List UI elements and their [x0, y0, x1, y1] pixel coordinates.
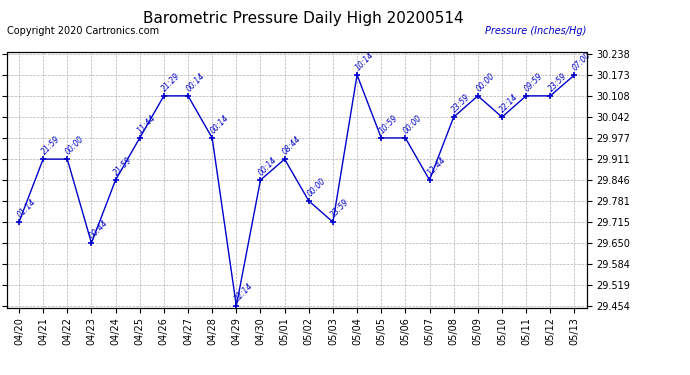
Text: 00:14: 00:14: [208, 113, 230, 135]
Text: 00:00: 00:00: [402, 113, 424, 135]
Text: 23:59: 23:59: [546, 71, 569, 93]
Text: 12:44: 12:44: [426, 155, 448, 177]
Text: 22:14: 22:14: [233, 281, 255, 303]
Text: Barometric Pressure Daily High 20200514: Barometric Pressure Daily High 20200514: [144, 11, 464, 26]
Text: 01:14: 01:14: [15, 197, 37, 219]
Text: 00:44: 00:44: [88, 218, 110, 240]
Text: 08:44: 08:44: [281, 134, 303, 156]
Text: 23:59: 23:59: [450, 92, 472, 114]
Text: 09:59: 09:59: [522, 71, 544, 93]
Text: Pressure (Inches/Hg): Pressure (Inches/Hg): [485, 26, 586, 36]
Text: 10:59: 10:59: [377, 113, 400, 135]
Text: 21:29: 21:29: [160, 71, 182, 93]
Text: 00:00: 00:00: [474, 71, 496, 93]
Text: 21:59: 21:59: [112, 155, 134, 177]
Text: 07:00: 07:00: [571, 50, 593, 72]
Text: 22:14: 22:14: [498, 92, 520, 114]
Text: 00:00: 00:00: [63, 134, 86, 156]
Text: 00:14: 00:14: [257, 155, 279, 177]
Text: 11:44: 11:44: [136, 113, 158, 135]
Text: 21:59: 21:59: [39, 134, 61, 156]
Text: 00:00: 00:00: [305, 176, 327, 198]
Text: Copyright 2020 Cartronics.com: Copyright 2020 Cartronics.com: [7, 26, 159, 36]
Text: 10:14: 10:14: [353, 50, 375, 72]
Text: 23:59: 23:59: [329, 197, 351, 219]
Text: 00:14: 00:14: [184, 71, 206, 93]
